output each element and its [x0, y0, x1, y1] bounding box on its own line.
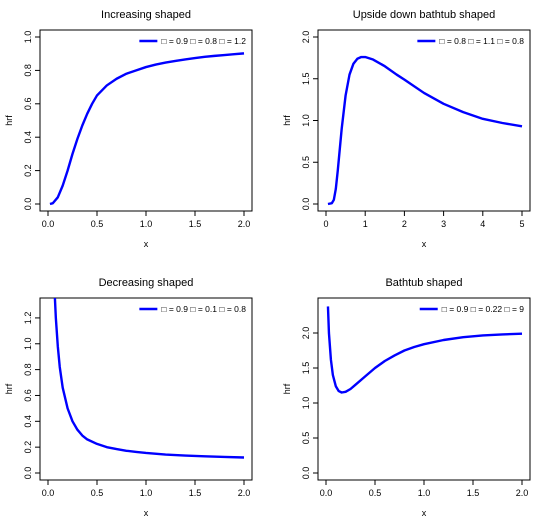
- y-axis-label: hrf: [282, 383, 292, 394]
- x-tick-label: 2.0: [238, 488, 251, 498]
- legend-label: □ = 0.9 □ = 0.22 □ = 9: [442, 304, 525, 314]
- x-tick-label: 4: [480, 219, 485, 229]
- chart-panel-3: Decreasing shaped 0.0 0.5 1.0 1.5 2.0 x 0.0 0.2 0…: [4, 277, 253, 518]
- y-axis-label: hrf: [4, 383, 14, 394]
- y-tick-label: 2.0: [301, 327, 311, 340]
- x-tick-label: 1.5: [189, 219, 202, 229]
- x-tick-label: 1.5: [189, 488, 202, 498]
- x-axis-label: x: [422, 508, 427, 518]
- x-tick-label: 1.0: [140, 219, 153, 229]
- x-tick-label: 1: [363, 219, 368, 229]
- x-tick-label: 1.5: [467, 488, 480, 498]
- y-tick-label: 0.0: [301, 198, 311, 211]
- y-tick-label: 0.4: [23, 415, 33, 428]
- x-tick-label: 2.0: [238, 219, 251, 229]
- y-tick-label: 0.2: [23, 441, 33, 454]
- x-axis-label: x: [422, 239, 427, 249]
- chart-panel-1: Increasing shaped 0.0 0.5 1.0 1.5 2.0 x 0.0 0.2 0…: [4, 9, 253, 249]
- chart-panel-4: Bathtub shaped 0.0 0.5 1.0 1.5 2.0 x 0.0 0.5 1.0 1…: [282, 277, 531, 518]
- y-tick-label: 1.0: [301, 114, 311, 127]
- y-axis-label: hrf: [4, 115, 14, 126]
- x-axis-label: x: [144, 239, 149, 249]
- plot-frame: [317, 29, 531, 212]
- y-tick-label: 1.0: [23, 31, 33, 44]
- x-tick-label: 2.0: [516, 488, 529, 498]
- plot-frame: [39, 29, 253, 212]
- y-tick-label: 0.4: [23, 131, 33, 144]
- chart-panel-2: Upside down bathtub shaped 0 1 2 3 4 5 x 0.0 0.5 1…: [282, 9, 531, 249]
- series-line: [326, 306, 523, 394]
- x-axis-label: x: [144, 508, 149, 518]
- y-tick-label: 0.8: [23, 64, 33, 77]
- y-tick-label: 1.0: [301, 397, 311, 410]
- y-tick-label: 1.5: [301, 362, 311, 375]
- y-tick-label: 0.0: [23, 467, 33, 480]
- legend-label: □ = 0.8 □ = 1.1 □ = 0.8: [439, 36, 524, 46]
- x-tick-label: 0: [323, 219, 328, 229]
- y-tick-label: 0.6: [23, 389, 33, 402]
- y-tick-label: 2.0: [301, 31, 311, 44]
- y-tick-label: 1.2: [23, 312, 33, 325]
- series-line: [327, 55, 523, 206]
- chart-title: Increasing shaped: [101, 9, 191, 21]
- x-tick-label: 3: [441, 219, 446, 229]
- y-tick-label: 1.5: [301, 72, 311, 85]
- chart-title: Bathtub shaped: [385, 277, 462, 289]
- series-line: [53, 298, 245, 459]
- x-tick-label: 1.0: [418, 488, 431, 498]
- legend-label: □ = 0.9 □ = 0.8 □ = 1.2: [161, 36, 246, 46]
- y-tick-label: 0.6: [23, 98, 33, 111]
- y-axis-label: hrf: [282, 115, 292, 126]
- x-tick-label: 0.5: [91, 219, 104, 229]
- y-tick-label: 0.0: [301, 467, 311, 480]
- chart-title: Decreasing shaped: [99, 277, 194, 289]
- series-line: [49, 52, 245, 206]
- y-tick-label: 0.5: [301, 432, 311, 445]
- y-tick-label: 1.0: [23, 338, 33, 351]
- x-tick-label: 5: [519, 219, 524, 229]
- x-tick-label: 0.0: [42, 488, 55, 498]
- x-tick-label: 0.5: [369, 488, 382, 498]
- x-tick-label: 0.0: [42, 219, 55, 229]
- y-tick-label: 0.5: [301, 156, 311, 169]
- y-tick-label: 0.2: [23, 164, 33, 177]
- legend-label: □ = 0.9 □ = 0.1 □ = 0.8: [161, 304, 246, 314]
- x-tick-label: 0.0: [320, 488, 333, 498]
- y-tick-label: 0.0: [23, 198, 33, 211]
- x-tick-label: 1.0: [140, 488, 153, 498]
- x-tick-label: 2: [402, 219, 407, 229]
- chart-title: Upside down bathtub shaped: [353, 9, 496, 21]
- x-tick-label: 0.5: [91, 488, 104, 498]
- y-tick-label: 0.8: [23, 363, 33, 376]
